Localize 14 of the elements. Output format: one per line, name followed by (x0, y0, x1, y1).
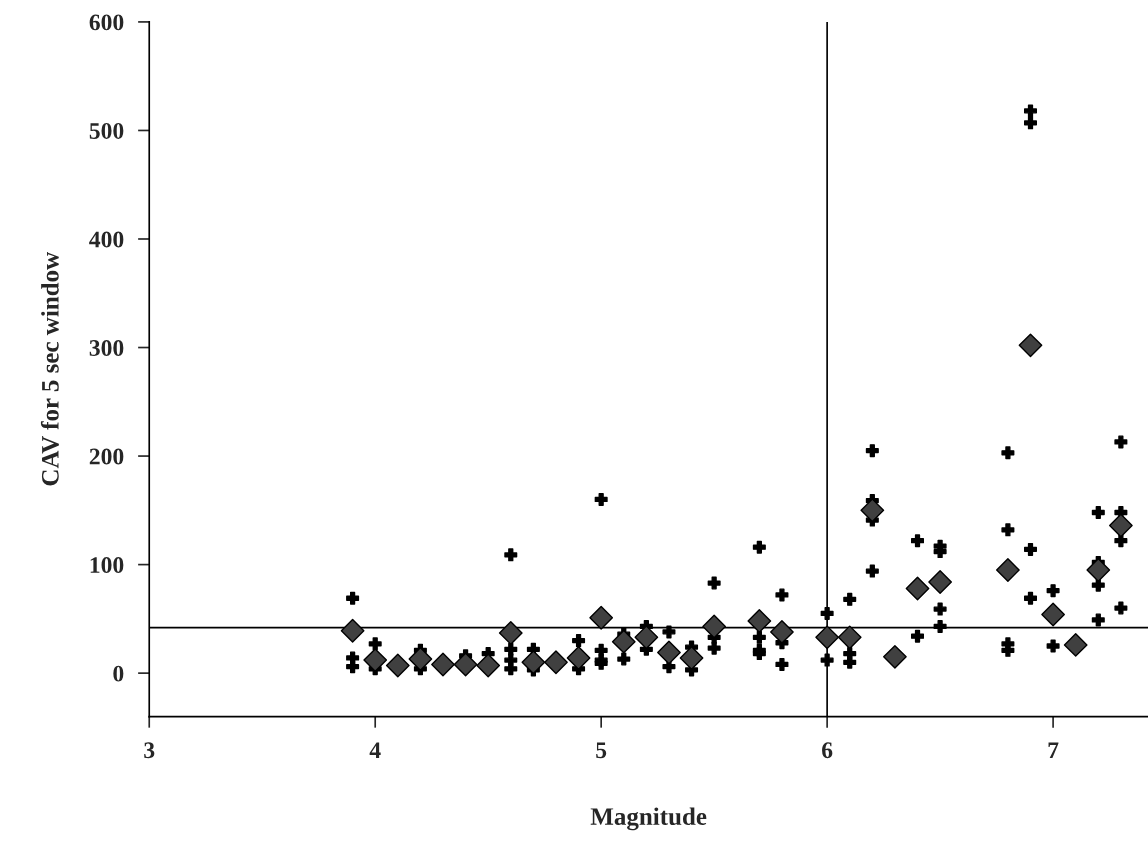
y-tick-label: 400 (89, 231, 124, 248)
x-tick-label: 6 (822, 742, 833, 759)
y-tick-label: 500 (89, 122, 124, 139)
y-tick-label: 300 (89, 340, 124, 356)
x-tick-label: 7 (1048, 742, 1059, 758)
y-tick-label: 200 (89, 448, 124, 465)
x-tick-label: 3 (144, 742, 155, 759)
x-tick-label: 4 (369, 742, 381, 758)
x-axis-title: Magnitude (590, 807, 707, 831)
y-axis-title: CAV for 5 sec window (40, 251, 59, 486)
y-tick-label: 600 (89, 14, 124, 31)
y-tick-label: 100 (90, 557, 124, 574)
x-tick-label: 5 (596, 742, 607, 759)
y-tick-label: 0 (113, 665, 124, 682)
